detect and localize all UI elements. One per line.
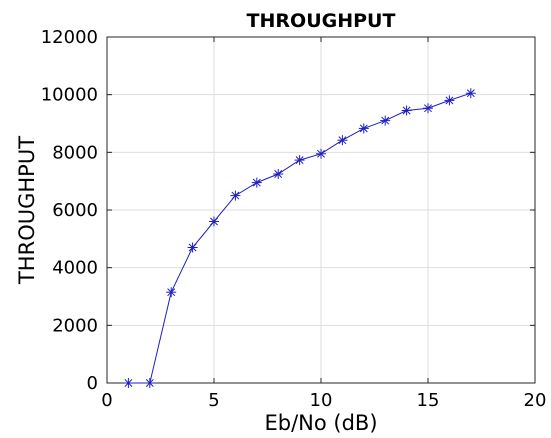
- data-point-marker: [337, 135, 348, 146]
- y-axis-label: THROUGHPUT: [15, 136, 39, 285]
- x-tick-label: 15: [417, 390, 440, 411]
- data-point-marker: [465, 88, 476, 99]
- data-point-marker: [273, 169, 284, 179]
- y-tick-label: 0: [87, 373, 98, 394]
- data-point-marker: [251, 177, 262, 188]
- data-point-marker: [401, 105, 412, 116]
- x-tick-label: 10: [310, 390, 333, 411]
- data-point-marker: [294, 155, 305, 166]
- data-point-marker: [380, 115, 391, 126]
- y-tick-label: 10000: [41, 85, 98, 106]
- y-tick-label: 8000: [52, 142, 98, 163]
- x-tick-label: 20: [524, 390, 547, 411]
- data-point-marker: [423, 103, 433, 114]
- grid-lines: [107, 37, 535, 383]
- data-point-marker: [444, 95, 455, 106]
- data-point-marker: [230, 190, 241, 201]
- y-tick-label: 6000: [52, 200, 98, 221]
- data-point-marker: [123, 378, 134, 388]
- data-point-marker: [358, 123, 369, 134]
- data-point-marker: [166, 287, 177, 298]
- y-tick-label: 2000: [52, 315, 98, 336]
- axis-ticks: 0 5 10 15 20 0 2000 4000 6000 8000 10000 12000: [41, 27, 547, 411]
- data-point-marker: [144, 378, 155, 388]
- data-point-marker: [316, 148, 326, 159]
- series-group: [123, 88, 476, 388]
- data-point-marker: [187, 242, 198, 253]
- x-tick-label: 0: [101, 390, 112, 411]
- data-point-marker: [209, 216, 219, 227]
- x-axis-label: Eb/No (dB): [264, 411, 377, 435]
- y-tick-label: 4000: [52, 258, 98, 279]
- chart-title: THROUGHPUT: [247, 10, 396, 32]
- x-tick-label: 5: [208, 390, 219, 411]
- y-tick-label: 12000: [41, 27, 98, 48]
